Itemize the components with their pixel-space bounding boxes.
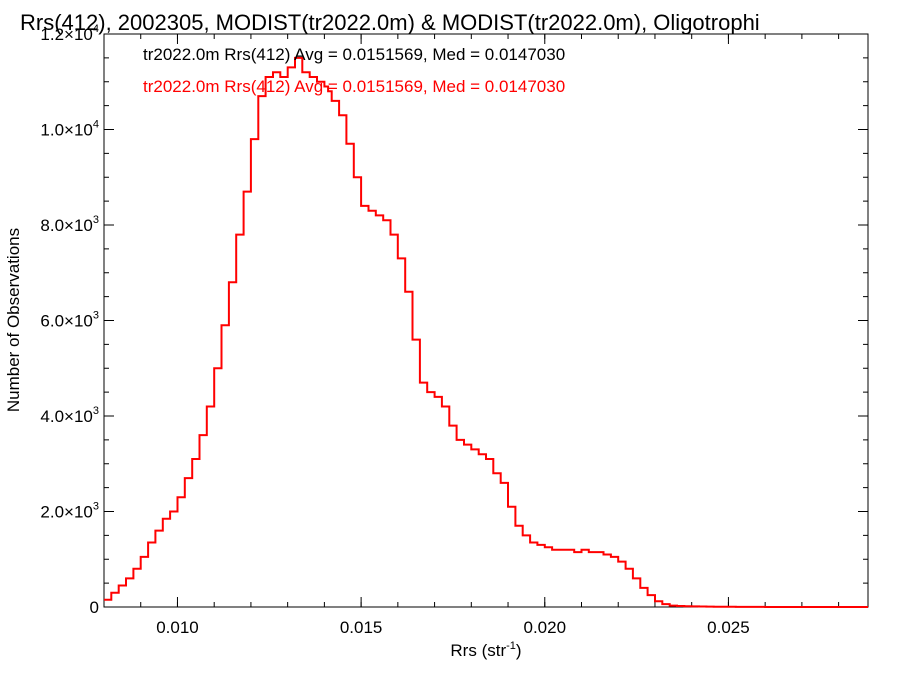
- y-tick-label: 6.0×103: [40, 310, 99, 331]
- y-tick-label-exponent: 3: [93, 310, 99, 322]
- y-axis-label: Number of Observations: [4, 228, 23, 412]
- y-tick-label-exponent: 4: [93, 119, 99, 131]
- x-tick-label: 0.010: [156, 618, 199, 637]
- x-axis-label-main: Rrs (str: [450, 641, 506, 660]
- x-tick-label: 0.025: [707, 618, 750, 637]
- x-axis-label-close: ): [516, 641, 522, 660]
- y-tick-label-mantissa: 2.0×10: [40, 503, 92, 522]
- annotation-black: tr2022.0m Rrs(412) Avg = 0.0151569, Med …: [143, 45, 565, 64]
- y-tick-label-exponent: 3: [93, 214, 99, 226]
- y-tick-label: 1.2×104: [40, 23, 99, 44]
- x-axis-label: Rrs (str-1): [450, 640, 521, 660]
- histogram-series-red: [104, 56, 868, 608]
- x-axis-ticks: 0.010 0.015 0.020 0.025: [103, 34, 840, 637]
- chart-title: Rrs(412), 2002305, MODIST(tr2022.0m) & M…: [20, 10, 760, 35]
- x-tick-label: 0.015: [340, 618, 383, 637]
- y-tick-label-exponent: 3: [93, 501, 99, 513]
- y-tick-label-mantissa: 0: [90, 598, 99, 617]
- y-tick-label-exponent: 4: [93, 23, 99, 35]
- y-axis-ticks: 02.0×1034.0×1036.0×1038.0×1031.0×1041.2×…: [40, 23, 868, 617]
- y-tick-label-mantissa: 4.0×10: [40, 407, 92, 426]
- y-tick-label: 4.0×103: [40, 405, 99, 426]
- y-tick-label-mantissa: 1.2×10: [40, 25, 92, 44]
- y-tick-label: 2.0×103: [40, 501, 99, 522]
- x-tick-label: 0.020: [523, 618, 566, 637]
- y-tick-label: 0: [90, 598, 99, 617]
- y-tick-label: 1.0×104: [40, 119, 99, 140]
- y-tick-label-mantissa: 8.0×10: [40, 216, 92, 235]
- x-axis-label-sup: -1: [506, 640, 516, 652]
- annotation-red: tr2022.0m Rrs(412) Avg = 0.0151569, Med …: [143, 77, 565, 96]
- y-tick-label-mantissa: 1.0×10: [40, 121, 92, 140]
- y-tick-label: 8.0×103: [40, 214, 99, 235]
- y-tick-label-mantissa: 6.0×10: [40, 312, 92, 331]
- plot-frame: [103, 33, 869, 608]
- y-tick-label-exponent: 3: [93, 405, 99, 417]
